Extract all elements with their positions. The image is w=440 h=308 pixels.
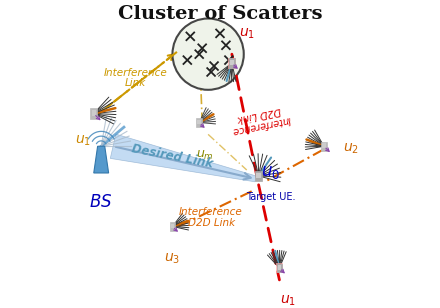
Bar [230, 60, 234, 65]
Text: $u_{m}$: $u_{m}$ [196, 148, 214, 162]
Bar [257, 172, 261, 178]
Bar [276, 263, 283, 273]
Bar [277, 264, 282, 273]
Text: $u_{1}$: $u_{1}$ [280, 294, 297, 308]
Bar [92, 110, 96, 116]
Text: Target UE.: Target UE. [246, 192, 295, 202]
Bar [321, 142, 327, 151]
Text: $u_{1}$: $u_{1}$ [239, 26, 255, 41]
Text: $u_{1}$: $u_{1}$ [75, 133, 92, 148]
Polygon shape [94, 146, 109, 173]
Bar [228, 58, 236, 69]
Polygon shape [110, 134, 257, 182]
Circle shape [172, 18, 244, 90]
Bar [255, 171, 262, 181]
Bar [198, 120, 201, 124]
Text: Interference
Link: Interference Link [103, 67, 167, 88]
Text: $u_{2}$: $u_{2}$ [343, 142, 359, 156]
Bar [229, 59, 235, 68]
Bar [322, 143, 326, 148]
Text: $u_{3}$: $u_{3}$ [165, 252, 180, 266]
Text: $BS$: $BS$ [89, 194, 113, 211]
Bar [196, 118, 202, 127]
Text: $u_{0}$: $u_{0}$ [261, 164, 280, 181]
Bar [170, 222, 175, 231]
Text: Interference
D2D Link: Interference D2D Link [229, 103, 291, 136]
Bar [91, 108, 97, 119]
Bar [171, 224, 174, 229]
Text: Cluster of Scatters: Cluster of Scatters [118, 5, 322, 23]
Bar [278, 265, 281, 270]
Text: Desired Link: Desired Link [131, 142, 214, 171]
Text: Interference
D2D Link: Interference D2D Link [179, 207, 243, 228]
